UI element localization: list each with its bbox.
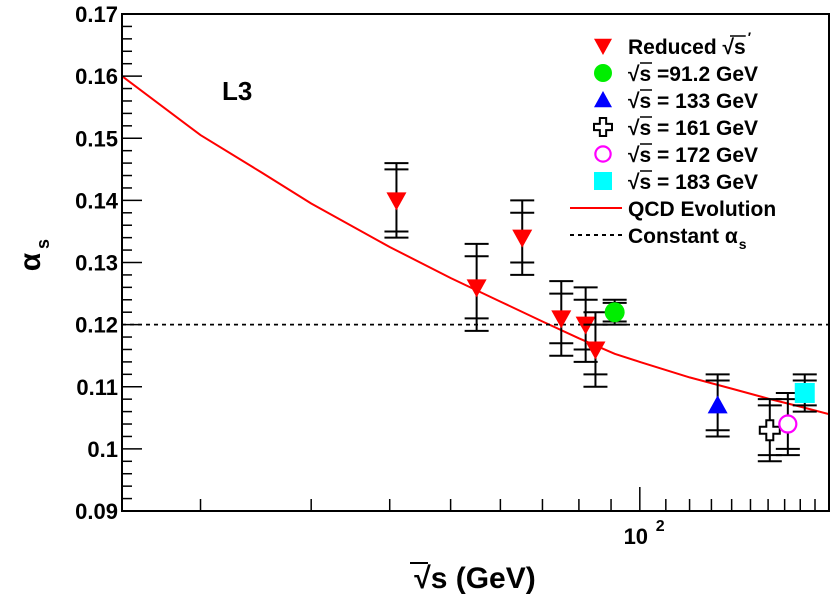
legend-label-prime: ′ [748,29,752,45]
x-tick-label: 10 [624,524,648,549]
legend-label: √s = 183 GeV [628,171,758,194]
legend-label: Constant α [628,225,738,248]
y-tick-label: 0.14 [75,188,119,213]
y-tick-label: 0.12 [75,313,118,338]
legend-label: √s = 161 GeV [628,117,758,140]
data-marker [795,383,815,403]
legend-item-2: √s =91.2 GeV [594,63,758,86]
data-point-4-1 [758,399,782,461]
legend-label: √s = 172 GeV [628,144,758,167]
data-marker [708,395,728,413]
x-axis-label: √s (GeV) [414,562,536,595]
data-marker [386,192,406,210]
experiment-label: L3 [222,76,252,106]
legend-item-3: √s = 133 GeV [594,90,758,113]
legend-marker [594,118,612,136]
legend-marker [594,64,612,82]
legend-label: QCD Evolution [628,198,776,221]
legend-item-5: √s = 172 GeV [595,144,758,167]
legend-item-4: √s = 161 GeV [594,117,758,140]
data-point-1-4 [549,281,573,356]
data-point-6-1 [793,374,817,411]
legend-marker [594,39,612,55]
y-tick-label: 0.15 [75,126,118,151]
y-tick-label: 0.11 [76,375,118,400]
legend-item-6: √s = 183 GeV [594,171,758,194]
y-tick-label: 0.17 [75,2,118,27]
y-axis-label-subscript: s [33,239,53,249]
legend-marker [594,172,612,190]
y-axis-label-alpha: α [14,252,47,271]
data-point-1-3 [510,200,534,275]
y-axis-label: αs [14,239,53,271]
data-marker [551,310,571,328]
y-tick-label: 0.09 [75,499,118,524]
legend-label: √s =91.2 GeV [628,63,758,86]
y-tick-label: 0.13 [75,251,118,276]
legend-label-subscript: s [739,236,747,252]
data-marker [779,416,796,433]
data-point-2-1 [603,300,627,325]
data-point-1-1 [384,163,408,238]
y-tick-label: 0.16 [75,64,118,89]
data-marker [605,302,625,322]
legend: Reduced √s ′ √s =91.2 GeV √s = 133 GeV √s = … [570,29,776,252]
x-tick-label-exponent: 2 [656,518,665,535]
data-marker [512,230,532,248]
data-marker [760,420,780,440]
legend-marker [595,146,610,161]
y-tick-label: 0.1 [87,437,118,462]
legend-marker [594,91,612,107]
legend-item-curve-1: QCD Evolution [570,198,776,221]
legend-label: Reduced √s [628,36,746,59]
legend-item-1: Reduced √s ′ [594,29,752,59]
legend-label: √s = 133 GeV [628,90,758,113]
